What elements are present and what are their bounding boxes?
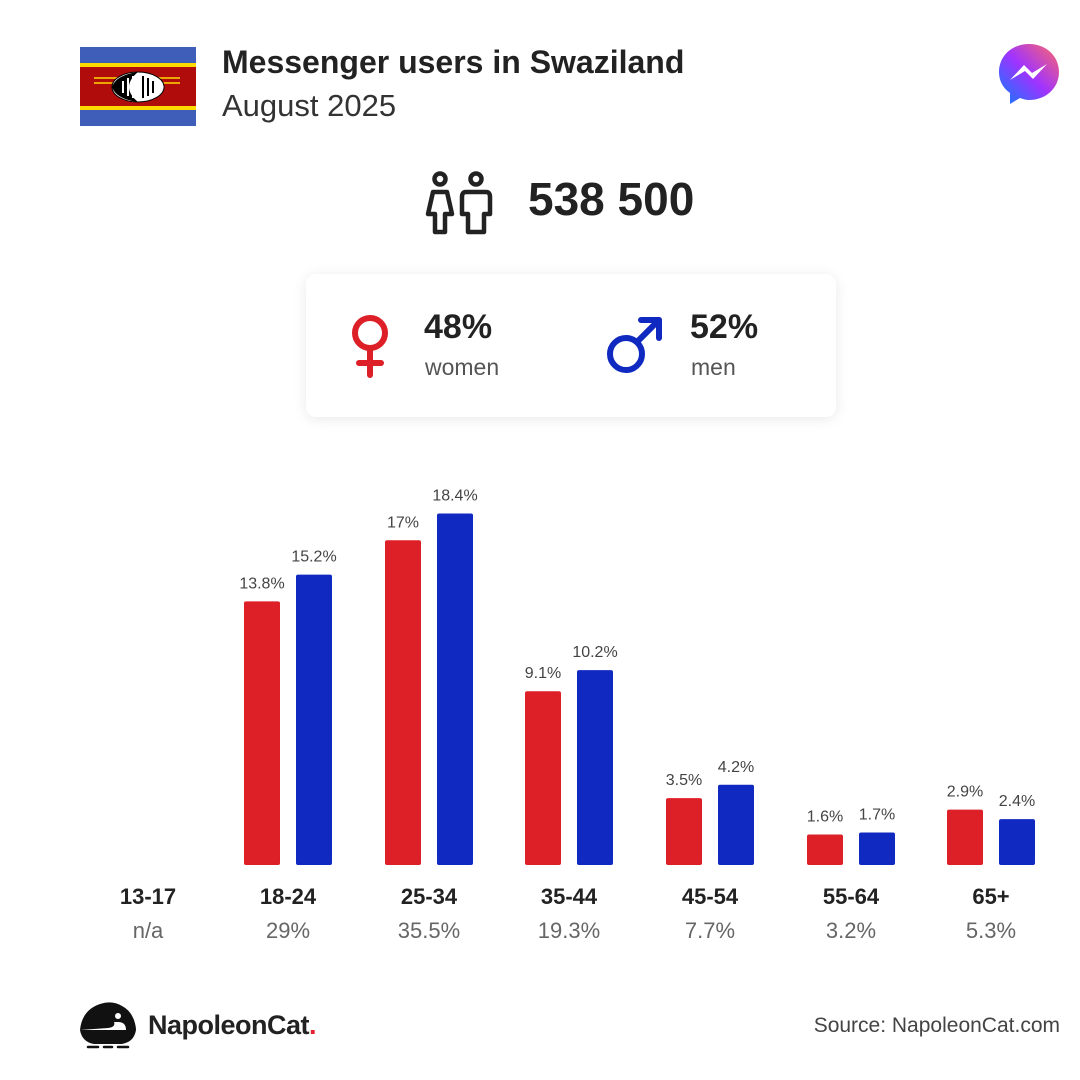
men-percent: 52% [690, 308, 759, 346]
age-group-total: 35.5% [397, 918, 461, 943]
age-group-total: 29% [265, 918, 311, 943]
bar-value-label: 4.2% [718, 759, 754, 776]
source-text: Source: NapoleonCat.com [813, 1014, 1060, 1037]
age-group-total: 7.7% [684, 918, 736, 943]
bar-value-label: 1.7% [859, 807, 895, 824]
female-icon [352, 315, 388, 378]
bar-women-35-44 [525, 691, 561, 865]
total-users-value: 538 500 [528, 173, 695, 225]
bar-value-label: 10.2% [572, 644, 617, 661]
bar-value-label: 13.8% [239, 575, 284, 592]
bar-value-label: 9.1% [525, 665, 561, 682]
women-label: women [425, 354, 500, 380]
bar-value-label: 15.2% [291, 549, 336, 566]
age-group-total: n/a [132, 918, 164, 943]
age-group-label: 55-64 [822, 884, 880, 909]
users-icon [425, 171, 493, 235]
men-label: men [691, 354, 736, 380]
age-group-label: 65+ [972, 884, 1010, 909]
bar-value-label: 18.4% [432, 488, 477, 505]
bar-men-18-24 [296, 574, 332, 865]
bar-men-25-34 [437, 513, 473, 865]
bar-value-label: 2.9% [947, 784, 983, 801]
bar-women-45-54 [666, 798, 702, 865]
age-group-label: 13-17 [119, 884, 177, 909]
male-icon [607, 317, 662, 373]
bar-men-45-54 [718, 784, 754, 865]
page-title: Messenger users in Swaziland [222, 44, 685, 80]
swaziland-flag-icon [80, 47, 196, 126]
brand-dot: . [309, 1010, 317, 1040]
age-group-label: 45-54 [681, 884, 739, 909]
bar-value-label: 1.6% [807, 808, 843, 825]
messenger-logo-icon [999, 44, 1059, 104]
brand-name: NapoleonCat. [148, 1010, 317, 1041]
bar-women-65+ [947, 809, 983, 865]
age-group-total: 5.3% [965, 918, 1017, 943]
bar-women-18-24 [244, 601, 280, 865]
age-group-total: 3.2% [825, 918, 877, 943]
bar-value-label: 3.5% [666, 772, 702, 789]
bar-men-35-44 [577, 670, 613, 865]
women-percent: 48% [424, 308, 493, 346]
bar-value-label: 17% [387, 514, 419, 531]
page-subtitle: August 2025 [222, 88, 397, 123]
age-group-total: 19.3% [537, 918, 601, 943]
gender-card: 48% women 52% men [306, 274, 836, 417]
brand-name-text: NapoleonCat [148, 1010, 310, 1040]
age-group-label: 35-44 [540, 884, 598, 909]
age-group-label: 18-24 [259, 884, 317, 909]
bar-men-55-64 [859, 832, 895, 865]
napoleoncat-logo-icon [80, 1002, 136, 1049]
age-gender-bar-chart: 13.8% 15.2% 17% 18.4% 9.1% 10.2% 3.5% 4.2% 1.6% 1… [239, 488, 1035, 865]
bar-women-55-64 [807, 834, 843, 865]
bar-value-label: 2.4% [999, 793, 1035, 810]
age-group-label: 25-34 [400, 884, 458, 909]
bar-men-65+ [999, 819, 1035, 865]
bar-women-25-34 [385, 540, 421, 865]
